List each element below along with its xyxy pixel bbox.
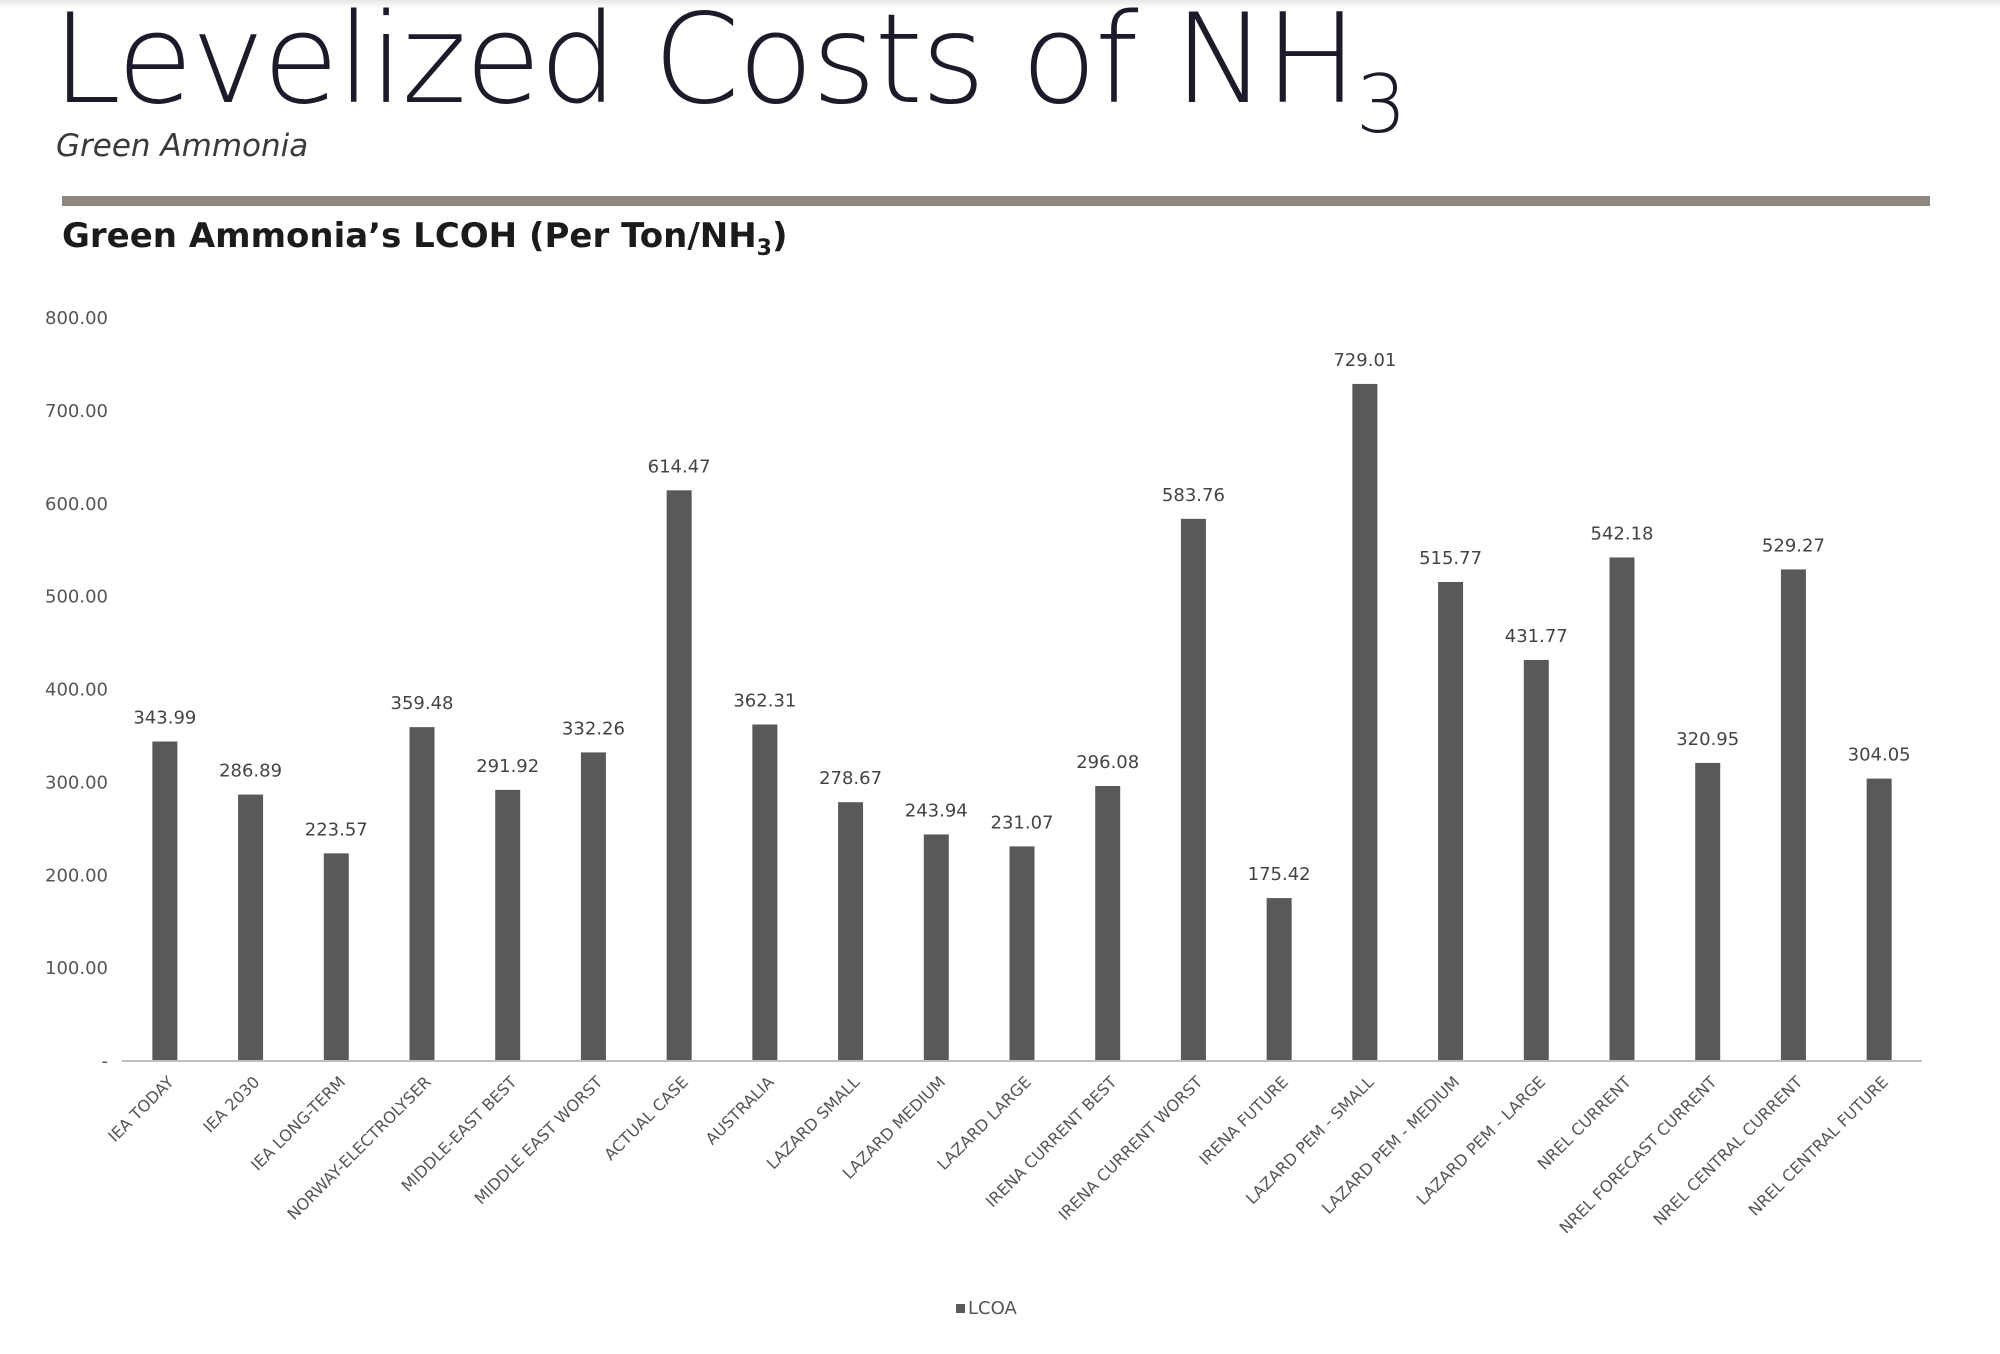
data-label: 515.77 <box>1419 548 1482 569</box>
x-tick-label: ACTUAL CASE <box>600 1072 692 1164</box>
page-title-subscript: 3 <box>1355 58 1407 151</box>
x-tick-label: IRENA FUTURE <box>1195 1072 1292 1169</box>
value-labels: 343.99 286.89 223.57 359.48 291.92 332.26 614.… <box>133 350 1910 885</box>
legend-swatch <box>956 1304 965 1313</box>
x-tick-label: NORWAY-ELECTROLYSER <box>283 1072 434 1223</box>
x-tick-label: NREL CENTRAL CURRENT <box>1650 1072 1807 1229</box>
x-tick-label: LAZARD PEM - MEDIUM <box>1318 1072 1463 1217</box>
bar <box>1438 581 1464 1061</box>
data-label: 343.99 <box>133 708 196 729</box>
data-label: 542.18 <box>1591 523 1654 544</box>
chart-title-subscript: 3 <box>756 236 772 261</box>
bar <box>666 490 692 1061</box>
data-label: 231.07 <box>991 812 1054 833</box>
legend-label: LCOA <box>968 1298 1017 1319</box>
y-tick-label: 500.00 <box>45 587 108 608</box>
x-tick-label: IEA 2030 <box>199 1072 263 1136</box>
data-label: 529.27 <box>1762 535 1825 556</box>
data-label: 359.48 <box>391 693 454 714</box>
bar <box>1780 569 1806 1061</box>
bar <box>1523 659 1549 1061</box>
bar <box>152 741 178 1061</box>
x-tick-label: AUSTRALIA <box>702 1072 778 1148</box>
data-label: 362.31 <box>733 691 796 712</box>
y-tick-label: 600.00 <box>45 494 108 515</box>
bar <box>752 724 778 1061</box>
x-tick-label: NREL FORECAST CURRENT <box>1556 1072 1721 1237</box>
data-label: 175.42 <box>1248 864 1311 885</box>
x-tick-label: IRENA CURRENT WORST <box>1055 1072 1207 1224</box>
y-tick-label: 400.00 <box>45 680 108 701</box>
y-tick-label: - <box>102 1051 109 1072</box>
chart-title: Green Ammonia’s LCOH (Per Ton/NH3) <box>62 216 788 261</box>
bar <box>1866 778 1892 1061</box>
bar <box>1352 383 1378 1061</box>
bar <box>323 853 349 1061</box>
bar <box>1180 518 1206 1061</box>
y-tick-label: 700.00 <box>45 401 108 422</box>
bars <box>152 383 1892 1061</box>
data-label: 304.05 <box>1848 745 1911 766</box>
x-tick-label: LAZARD SMALL <box>763 1072 864 1173</box>
chart-title-closing: ) <box>771 216 788 256</box>
data-label: 614.47 <box>648 456 711 477</box>
data-label: 291.92 <box>476 756 539 777</box>
data-label: 278.67 <box>819 768 882 789</box>
top-edge-shadow <box>0 0 2000 8</box>
data-label: 332.26 <box>562 718 625 739</box>
x-tick-label: NREL CENTRAL FUTURE <box>1745 1072 1892 1219</box>
chart-title-text: Green Ammonia’s LCOH (Per Ton/NH <box>62 216 757 256</box>
bar <box>838 802 864 1061</box>
bar <box>409 727 435 1061</box>
bar <box>580 752 606 1061</box>
y-tick-label: 200.00 <box>45 865 108 886</box>
data-label: 223.57 <box>305 819 368 840</box>
y-axis: - 100.00 200.00 300.00 400.00 500.00 600.00 700… <box>45 308 108 1072</box>
data-label: 320.95 <box>1676 729 1739 750</box>
bar <box>1266 898 1292 1061</box>
page-title: Levelized Costs of NH3 <box>52 0 1407 149</box>
page-title-text: Levelized Costs of NH <box>52 0 1358 132</box>
y-tick-label: 800.00 <box>45 308 108 329</box>
data-label: 296.08 <box>1076 752 1139 773</box>
y-tick-label: 100.00 <box>45 958 108 979</box>
data-label: 583.76 <box>1162 485 1225 506</box>
bar <box>495 789 521 1061</box>
bar <box>1009 846 1035 1061</box>
data-label: 243.94 <box>905 800 968 821</box>
page-subtitle: Green Ammonia <box>56 128 309 164</box>
bar <box>1695 762 1721 1061</box>
data-label: 286.89 <box>219 761 282 782</box>
data-label: 729.01 <box>1333 350 1396 371</box>
bar <box>1095 786 1121 1061</box>
chart-legend: LCOA <box>956 1298 1017 1319</box>
bar <box>238 794 264 1061</box>
y-tick-label: 300.00 <box>45 772 108 793</box>
x-tick-label: IEA TODAY <box>104 1072 178 1146</box>
title-divider <box>62 196 1930 206</box>
data-label: 431.77 <box>1505 626 1568 647</box>
bar <box>1609 557 1635 1061</box>
bar <box>923 834 949 1061</box>
